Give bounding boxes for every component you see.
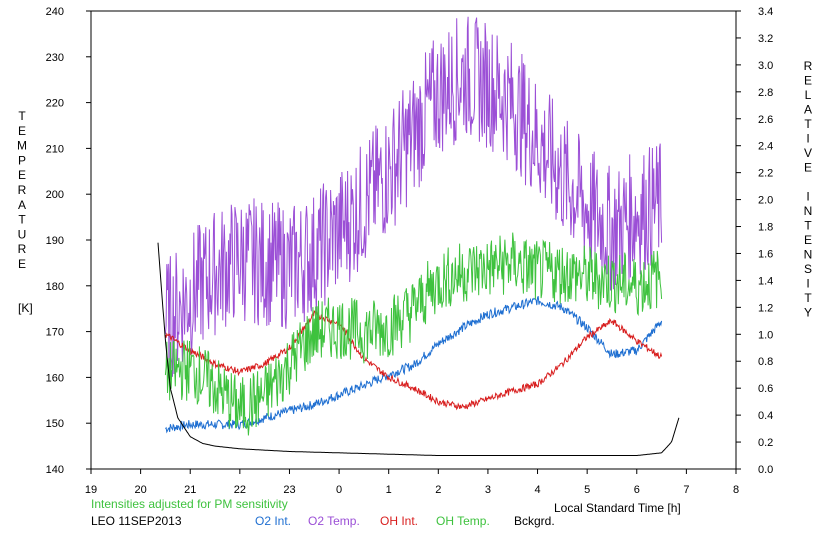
left-tick-label: 190 <box>46 235 64 247</box>
x-tick-label: 19 <box>85 484 97 496</box>
left-axis-letter: U <box>18 227 27 241</box>
left-axis-unit: [K] <box>18 301 33 315</box>
series-line-2 <box>164 310 663 411</box>
x-tick-label: 22 <box>234 484 246 496</box>
right-axis-letter: E <box>804 233 812 247</box>
right-tick-label: 3.0 <box>758 60 773 72</box>
left-tick-label: 220 <box>46 98 64 110</box>
series-line-3 <box>164 232 663 436</box>
left-tick-label: 170 <box>46 327 64 339</box>
right-tick-label: 0.8 <box>758 356 773 368</box>
x-tick-label: 1 <box>386 484 392 496</box>
right-tick-label: 2.6 <box>758 114 773 126</box>
right-axis-letter: T <box>804 117 812 131</box>
right-axis-letter: E <box>804 161 812 175</box>
right-tick-label: 2.0 <box>758 195 773 207</box>
x-axis-label: Local Standard Time [h] <box>554 501 681 515</box>
left-tick-label: 210 <box>46 143 64 155</box>
x-tick-label: 20 <box>134 484 146 496</box>
left-axis-letter: A <box>18 198 26 212</box>
left-axis-letter: E <box>18 124 26 138</box>
right-tick-label: 1.4 <box>758 275 773 287</box>
left-tick-label: 180 <box>46 281 64 293</box>
series-line-4 <box>157 242 680 456</box>
right-tick-label: 2.4 <box>758 141 773 153</box>
left-axis-letter: E <box>18 257 26 271</box>
x-tick-label: 7 <box>683 484 689 496</box>
station-label: LEO 11SEP2013 <box>91 514 182 528</box>
right-tick-label: 0.0 <box>758 464 773 476</box>
left-tick-label: 160 <box>46 372 64 384</box>
right-axis-letter: R <box>804 59 813 73</box>
right-axis-letter: T <box>804 219 812 233</box>
right-axis-ticks: 0.0 0.2 0.4 0.6 0.8 1.0 1.2 1.4 1.6 1.8 2.0 2.2 2.4 2… <box>736 6 773 476</box>
right-tick-label: 1.2 <box>758 302 773 314</box>
right-axis-letter: S <box>804 262 812 276</box>
left-axis-letter: T <box>18 213 26 227</box>
legend-entry: Bckgrd. <box>514 514 555 528</box>
right-tick-label: 3.2 <box>758 33 773 45</box>
right-tick-label: 2.8 <box>758 87 773 99</box>
right-axis-letter: E <box>804 74 812 88</box>
right-axis-letter: N <box>804 248 813 262</box>
left-axis-letter: R <box>18 242 27 256</box>
right-tick-label: 1.8 <box>758 222 773 234</box>
left-axis-ticks: 140 150 160 170 180 190 200 210 220 230 240 <box>46 6 91 476</box>
right-axis-letter: L <box>805 88 812 102</box>
right-axis-letter: V <box>804 146 812 160</box>
legend-entry: O2 Int. <box>255 514 291 528</box>
x-tick-label: 8 <box>733 484 739 496</box>
left-axis-letter: R <box>18 183 27 197</box>
x-axis-ticks: 19 20 21 22 23 0 1 2 3 4 5 6 7 8 <box>85 469 739 496</box>
right-tick-label: 3.4 <box>758 6 773 18</box>
x-tick-label: 6 <box>634 484 640 496</box>
right-tick-label: 1.6 <box>758 248 773 260</box>
legend: O2 Int. O2 Temp. OH Int. OH Temp. Bckgrd. <box>255 514 555 528</box>
series-line-0 <box>165 296 663 434</box>
left-axis-letter: T <box>18 109 26 123</box>
right-axis-letter: I <box>806 132 809 146</box>
left-tick-label: 140 <box>46 464 64 476</box>
left-tick-label: 240 <box>46 6 64 18</box>
x-tick-label: 5 <box>584 484 590 496</box>
left-tick-label: 230 <box>46 52 64 64</box>
x-tick-label: 2 <box>435 484 441 496</box>
right-tick-label: 2.2 <box>758 168 773 180</box>
x-tick-label: 4 <box>534 484 540 496</box>
right-axis-letter: I <box>806 277 809 291</box>
right-axis-letter: I <box>806 190 809 204</box>
note-text: Intensities adjusted for PM sensitivity <box>91 497 288 511</box>
series-layer <box>157 16 680 456</box>
x-tick-label: 3 <box>485 484 491 496</box>
right-axis-letter: N <box>804 204 813 218</box>
right-tick-label: 1.0 <box>758 329 773 341</box>
left-tick-label: 150 <box>46 418 64 430</box>
right-tick-label: 0.6 <box>758 383 773 395</box>
series-line-1 <box>164 16 663 379</box>
left-axis-letter: E <box>18 168 26 182</box>
legend-entry: OH Int. <box>380 514 418 528</box>
right-axis-letter: Y <box>804 306 812 320</box>
right-axis-letter: T <box>804 291 812 305</box>
x-tick-label: 23 <box>283 484 295 496</box>
legend-entry: OH Temp. <box>436 514 490 528</box>
x-tick-label: 21 <box>184 484 196 496</box>
x-tick-label: 0 <box>336 484 342 496</box>
legend-entry: O2 Temp. <box>308 514 360 528</box>
right-tick-label: 0.2 <box>758 437 773 449</box>
left-axis-letter: P <box>18 153 26 167</box>
left-axis-letter: M <box>17 139 27 153</box>
right-axis-letter: A <box>804 103 812 117</box>
right-tick-label: 0.4 <box>758 410 773 422</box>
left-tick-label: 200 <box>46 189 64 201</box>
